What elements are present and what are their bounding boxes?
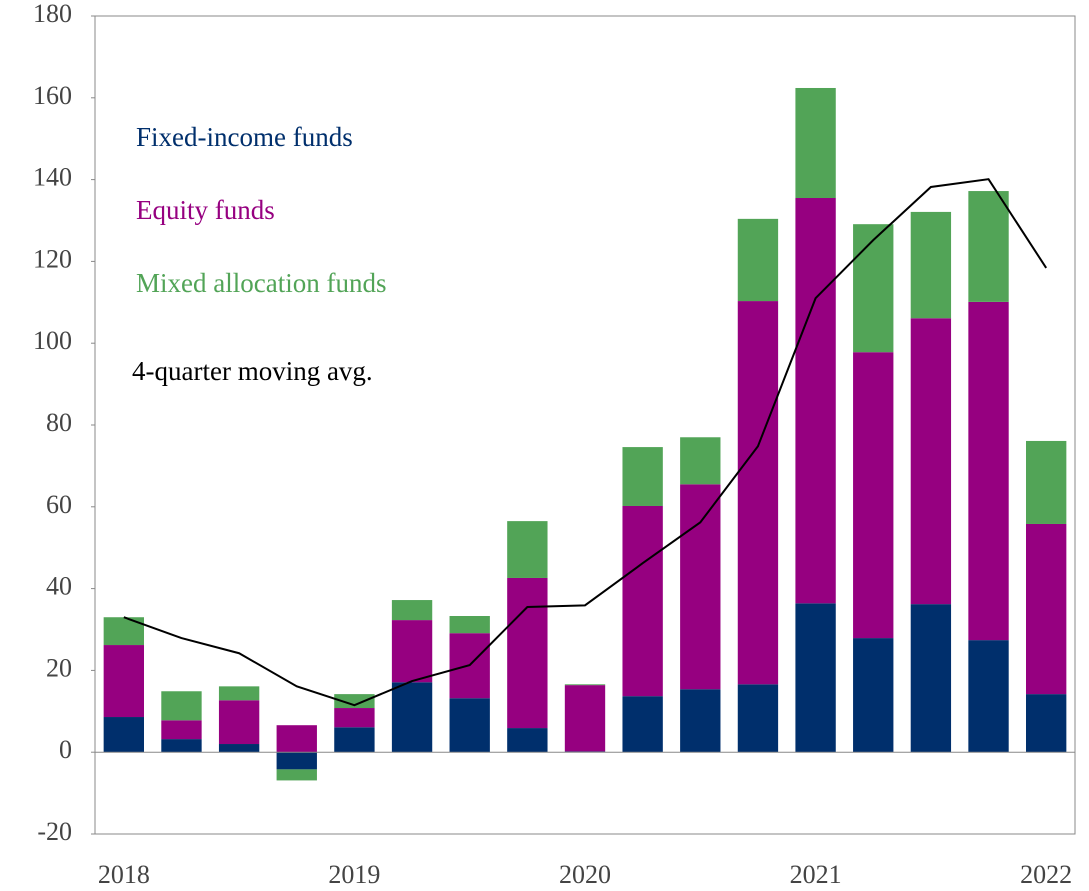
bar [910,211,952,319]
bar [968,301,1009,641]
x-tick-label: 2019 [328,860,380,889]
bar [795,87,836,199]
legend-label: Mixed allocation funds [136,268,386,298]
bar [680,689,721,753]
bar [334,694,375,709]
bar [680,437,721,485]
x-tick-label: 2020 [559,860,611,889]
y-tick-label: 40 [46,572,72,601]
bar [103,645,144,718]
y-tick-label: 180 [33,0,72,28]
bar [910,604,952,753]
y-tick-label: 160 [33,81,72,110]
bar [507,521,548,578]
bar [103,717,144,753]
bar [564,685,606,752]
bar [218,700,260,745]
y-tick-label: 80 [46,408,72,437]
bar [680,484,721,690]
bar [564,684,606,686]
bar [218,744,260,753]
bar [276,725,317,753]
bar [1026,440,1067,524]
y-tick-label: 0 [59,735,72,764]
bar [161,691,202,721]
bar [391,682,433,753]
bar [968,640,1009,753]
bar [622,447,663,506]
bar [1026,523,1067,695]
y-tick-label: -20 [37,817,72,846]
bar [449,616,490,634]
bar [161,739,202,753]
bar [853,224,894,353]
y-tick-label: 140 [33,163,72,192]
bar [737,218,779,302]
bar [161,720,202,740]
bar [795,198,836,604]
bar [853,352,894,639]
y-tick-label: 20 [46,653,72,682]
bar [622,696,663,753]
line [123,178,1048,707]
bar [622,505,663,697]
bar [507,577,548,729]
y-tick-label: 100 [33,326,72,355]
x-tick-label: 2018 [98,860,150,889]
bar [391,620,433,683]
y-tick-label: 120 [33,244,72,273]
bar [507,728,548,753]
bar [276,752,317,770]
x-tick-label: 2021 [790,860,842,889]
bar [795,603,836,753]
bar [276,769,317,781]
bar [334,727,375,753]
bar [391,600,433,621]
bar [334,708,375,728]
legend-label: 4-quarter moving avg. [132,356,373,386]
bar [449,698,490,753]
bar [218,686,260,701]
y-tick-label: 60 [46,490,72,519]
bar [737,684,779,753]
bar [737,301,779,685]
bar [853,638,894,753]
legend-label: Fixed-income funds [136,122,353,152]
bar [1026,694,1067,753]
legend-label: Equity funds [136,195,275,225]
bar [910,318,952,605]
x-tick-label: 2022 [1020,860,1072,889]
bar [968,191,1009,302]
